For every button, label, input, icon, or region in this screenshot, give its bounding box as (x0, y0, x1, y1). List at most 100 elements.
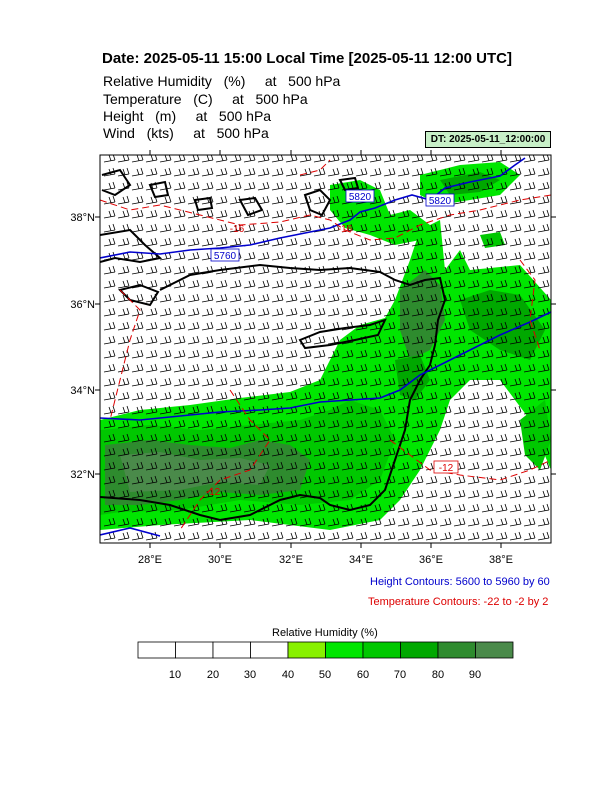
wind-barb-icon (173, 167, 186, 177)
wind-barb-icon (257, 433, 270, 443)
wind-barb-icon (355, 279, 368, 289)
wind-barb-icon (313, 307, 326, 317)
wind-barb-icon (229, 279, 242, 289)
wind-barb-icon (201, 279, 214, 289)
wind-barb-icon (201, 237, 214, 247)
wind-barb-icon (341, 251, 354, 261)
wind-barb-icon (495, 237, 508, 247)
temperature-contour-labels: -16 -16 -12 -12 (206, 224, 459, 498)
wind-barb-icon (397, 489, 410, 499)
wind-barb-icon (313, 167, 326, 177)
wind-barb-icon (425, 265, 438, 275)
wind-barb-icon (117, 265, 130, 275)
wind-barb-icon (243, 223, 256, 233)
wind-barb-icon (313, 517, 326, 527)
wind-barb-icon (453, 503, 466, 513)
wind-barb-icon (243, 489, 256, 499)
wind-barb-icon (243, 335, 256, 345)
wind-barb-icon (509, 307, 522, 317)
wind-barb-icon (131, 391, 144, 401)
wind-barb-icon (187, 321, 200, 331)
height-label: 5820 (349, 192, 372, 203)
wind-barb-icon (481, 251, 494, 261)
wind-barb-icon (537, 195, 550, 205)
wind-barb-icon (481, 503, 494, 513)
wind-barb-icon (313, 419, 326, 429)
wind-barb-icon (369, 447, 382, 457)
wind-barb-icon (187, 419, 200, 429)
wind-barb-icon (159, 167, 172, 177)
wind-barb-icon (271, 167, 284, 177)
wind-barb-icon (313, 461, 326, 471)
wind-barb-icon (537, 321, 550, 331)
wind-barb-icon (229, 293, 242, 303)
wind-barb-icon (201, 223, 214, 233)
wind-barb-icon (383, 279, 396, 289)
wind-barb-icon (173, 531, 186, 541)
wind-barb-icon (299, 447, 312, 457)
wind-barb-icon (327, 155, 340, 163)
lon-label: 34°E (349, 554, 373, 566)
wind-barb-icon (313, 181, 326, 191)
wind-barb-icon (271, 237, 284, 247)
wind-barb-icon (495, 531, 508, 541)
wind-barb-icon (509, 489, 522, 499)
wind-barb-icon (257, 419, 270, 429)
wind-barb-icon (243, 265, 256, 275)
wind-barb-icon (173, 279, 186, 289)
wind-barb-icon (229, 517, 242, 527)
wind-barb-icon (453, 195, 466, 205)
wind-barb-icon (173, 335, 186, 345)
wind-barb-icon (159, 265, 172, 275)
wind-barb-icon (187, 223, 200, 233)
wind-barb-icon (369, 363, 382, 373)
wind-barb-icon (215, 433, 228, 443)
wind-barb-icon (327, 237, 340, 247)
wind-barb-icon (495, 209, 508, 219)
wind-barb-icon (537, 419, 550, 429)
wind-barb-icon (537, 475, 550, 485)
colorbar-label: 60 (356, 669, 370, 681)
wind-barb-icon (523, 167, 536, 177)
wind-barb-icon (509, 181, 522, 191)
wind-barb-icon (285, 209, 298, 219)
wind-barb-icon (369, 209, 382, 219)
wind-barb-icon (383, 363, 396, 373)
wind-barb-icon (453, 419, 466, 429)
wind-barb-icon (131, 181, 144, 191)
wind-barb-icon (201, 447, 214, 457)
wind-barb-icon (425, 489, 438, 499)
wind-barb-icon (243, 363, 256, 373)
wind-barb-icon (495, 181, 508, 191)
wind-barb-icon (173, 419, 186, 429)
wind-barb-icon (327, 279, 340, 289)
wind-barb-icon (285, 531, 298, 541)
colorbar-swatch (400, 641, 439, 659)
wind-barb-icon (341, 279, 354, 289)
wind-barb-icon (103, 405, 116, 415)
wind-barb-icon (131, 349, 144, 359)
wind-barb-icon (495, 307, 508, 317)
wind-barb-icon (369, 167, 382, 177)
wind-barb-icon (159, 391, 172, 401)
wind-barb-icon (103, 475, 116, 485)
wind-barb-icon (257, 489, 270, 499)
wind-barb-icon (509, 447, 522, 457)
wind-barb-icon (467, 251, 480, 261)
wind-barb-icon (285, 461, 298, 471)
wind-barb-icon (257, 363, 270, 373)
wind-barb-icon (439, 237, 452, 247)
wind-barb-icon (215, 237, 228, 247)
wind-barb-icon (327, 251, 340, 261)
wind-barb-icon (439, 167, 452, 177)
wind-barb-icon (313, 195, 326, 205)
wind-barb-icon (467, 209, 480, 219)
wind-barb-icon (313, 503, 326, 513)
wind-barb-icon (537, 335, 550, 345)
wind-barb-icon (453, 321, 466, 331)
wind-barb-icon (481, 237, 494, 247)
wind-barb-icon (341, 517, 354, 527)
wind-barb-icon (215, 349, 228, 359)
wind-barb-icon (369, 307, 382, 317)
wind-barb-icon (411, 475, 424, 485)
